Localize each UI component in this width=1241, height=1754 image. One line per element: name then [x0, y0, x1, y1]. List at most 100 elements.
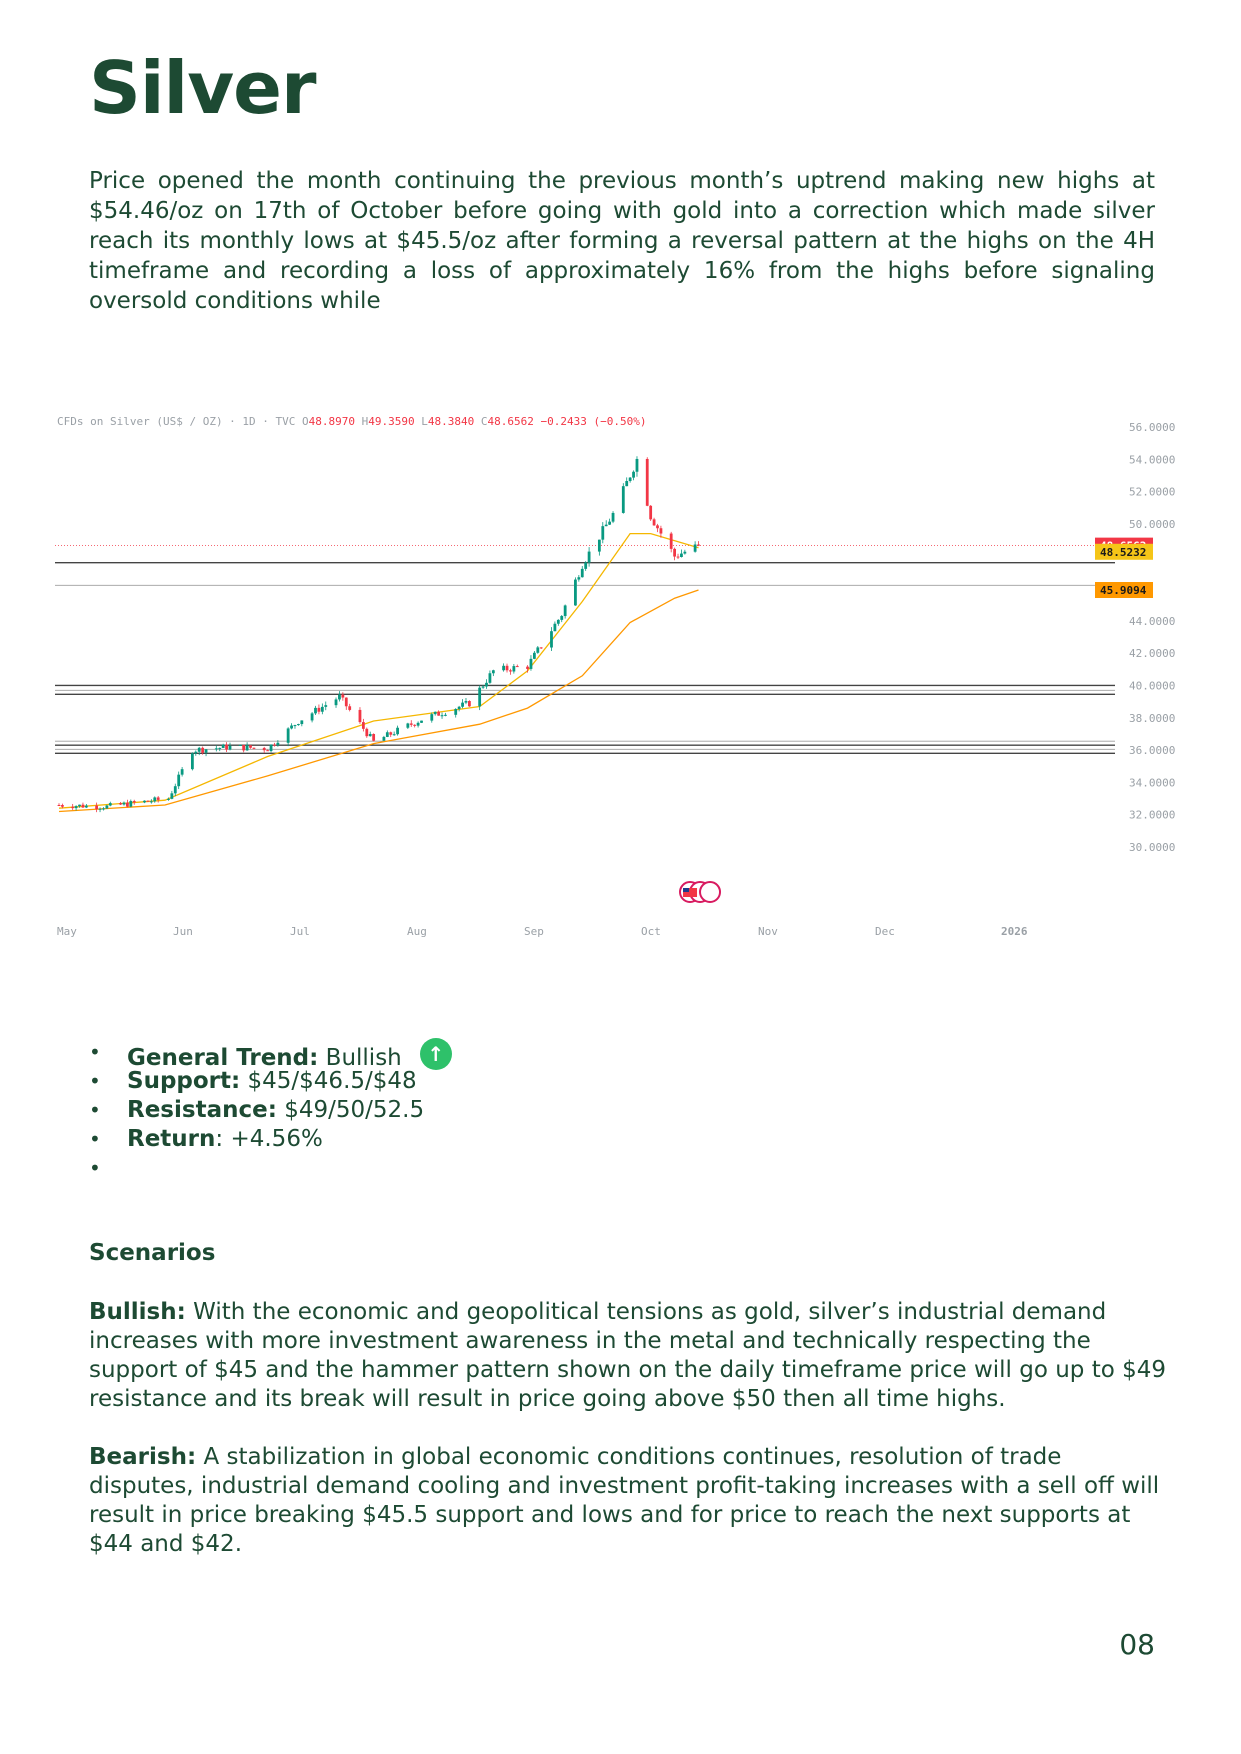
candle-body	[430, 714, 434, 721]
candle-body	[645, 458, 649, 506]
y-tick-label: 56.0000	[1129, 421, 1175, 434]
y-tick-label: 52.0000	[1129, 486, 1175, 499]
candle-body	[526, 666, 529, 669]
ohlc-key-o: O	[302, 415, 309, 428]
candle-body	[635, 458, 639, 472]
candle-body	[320, 706, 324, 712]
support-label: Support:	[127, 1068, 241, 1094]
candle-body	[297, 724, 300, 726]
candle-body	[173, 786, 177, 794]
x-tick-label: Oct	[641, 925, 661, 938]
candle-body	[286, 728, 290, 743]
chart-symbol-text: CFDs on Silver (US$ / OZ) · 1D · TVC O48…	[57, 415, 646, 428]
candle-body	[611, 512, 615, 522]
candle-body	[170, 793, 174, 799]
candle-body	[197, 747, 201, 752]
candle-body	[132, 801, 136, 803]
candle-body	[126, 802, 129, 807]
candle-body	[485, 682, 488, 687]
candle-body	[105, 805, 109, 809]
ohlc-key-l: L	[421, 415, 428, 428]
candle-body	[669, 533, 673, 549]
candle-body	[597, 539, 601, 552]
candle-body	[262, 747, 266, 751]
ohlc-value-o: 48.8970	[309, 415, 362, 428]
x-tick-label: May	[57, 925, 77, 938]
ma-line-orange	[58, 589, 699, 813]
candle-body	[129, 801, 133, 807]
candle-body	[601, 526, 605, 540]
candle-body	[461, 702, 464, 707]
candle-body	[584, 562, 588, 569]
candle-body	[317, 707, 321, 712]
candle-body	[276, 742, 280, 746]
ohlc-value-c: 48.6562	[488, 415, 541, 428]
candle-body	[556, 619, 560, 624]
candle-body	[190, 753, 194, 770]
candle-body	[652, 519, 656, 526]
candle-body	[95, 805, 99, 810]
candle-body	[122, 802, 126, 805]
resistance-label: Resistance:	[127, 1097, 277, 1123]
candle-body	[550, 631, 553, 648]
candle-body	[71, 806, 75, 809]
candle-body	[625, 480, 629, 487]
candle-body	[102, 808, 105, 810]
candle-body	[290, 725, 293, 729]
bearish-scenario: Bearish: A stabilization in global econo…	[89, 1443, 1169, 1559]
candle-body	[245, 745, 249, 751]
candle-body	[266, 750, 270, 752]
candle-body	[697, 544, 700, 546]
summary-list: General Trend: Bullish↑ Support: $45/$46…	[89, 1038, 452, 1183]
candle-body	[143, 800, 146, 803]
return-label: Return	[127, 1126, 216, 1152]
candle-body	[293, 725, 297, 727]
ohlc-change: −0.2433 (−0.50%)	[540, 415, 646, 428]
candle-body	[481, 686, 485, 688]
candle-body	[406, 723, 410, 728]
candle-body	[444, 714, 447, 716]
candle-body	[673, 548, 676, 557]
candle-body	[153, 797, 157, 802]
candle-body	[108, 803, 112, 806]
candle-body	[269, 744, 273, 752]
candle-body	[539, 647, 543, 649]
scenarios-heading: Scenarios	[89, 1240, 216, 1266]
intro-paragraph: Price opened the month continuing the pr…	[89, 168, 1155, 314]
arrow-up-icon: ↑	[419, 1038, 452, 1070]
y-tick-label: 44.0000	[1129, 615, 1175, 628]
bearish-text: A stabilization in global economic condi…	[89, 1444, 1160, 1557]
candle-body	[225, 744, 228, 750]
candle-body	[180, 769, 184, 775]
candle-body	[409, 723, 413, 725]
y-tick-label: 42.0000	[1129, 647, 1175, 660]
candle-body	[98, 808, 102, 810]
candle-body	[574, 579, 577, 606]
us-flag-stripes-icon	[683, 888, 698, 897]
y-tick-label: 38.0000	[1129, 712, 1175, 725]
price-label-text: 48.5232	[1100, 546, 1146, 559]
candle-body	[413, 724, 417, 726]
silver-price-chart: CFDs on Silver (US$ / OZ) · 1D · TVC O48…	[55, 412, 1195, 947]
candle-body	[491, 670, 495, 674]
ohlc-key-h: H	[362, 415, 369, 428]
candle-body	[536, 647, 540, 653]
candle-body	[505, 665, 509, 671]
candle-body	[341, 694, 345, 698]
chart-symbol-label: CFDs on Silver (US$ / OZ) · 1D · TVC	[57, 415, 302, 428]
candle-body	[81, 804, 85, 808]
y-tick-label: 54.0000	[1129, 453, 1175, 466]
ohlc-key-c: C	[481, 415, 488, 428]
candle-body	[532, 652, 536, 659]
candle-body	[338, 694, 341, 700]
ma-line-yellow	[58, 532, 699, 809]
candle-body	[149, 801, 153, 803]
y-tick-label: 40.0000	[1129, 679, 1175, 692]
candle-body	[628, 477, 632, 481]
candle-body	[683, 551, 687, 554]
candle-body	[437, 711, 441, 716]
candle-body	[478, 687, 482, 707]
candle-body	[61, 805, 64, 807]
candle-body	[468, 701, 471, 707]
bullish-text: With the economic and geopolitical tensi…	[89, 1299, 1167, 1412]
